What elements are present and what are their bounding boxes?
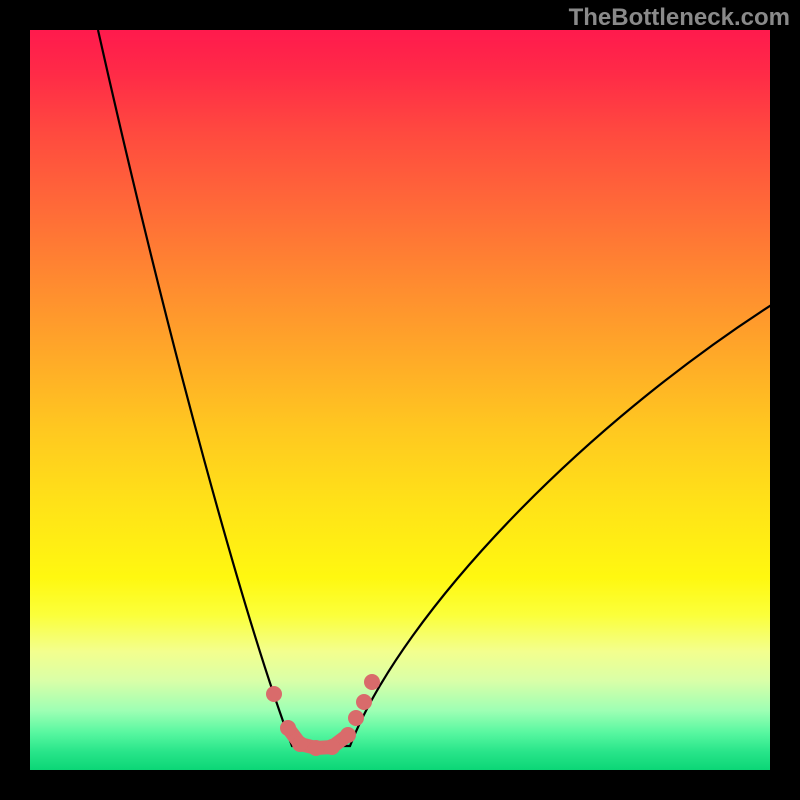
marker-dot bbox=[292, 736, 308, 752]
marker-dot bbox=[324, 739, 340, 755]
marker-dot bbox=[308, 740, 324, 756]
marker-dot bbox=[356, 694, 372, 710]
marker-dot bbox=[348, 710, 364, 726]
marker-dot bbox=[364, 674, 380, 690]
chart-svg bbox=[0, 0, 800, 800]
marker-dot bbox=[266, 686, 282, 702]
stage: TheBottleneck.com bbox=[0, 0, 800, 800]
marker-dot bbox=[280, 720, 296, 736]
marker-dot bbox=[340, 727, 356, 743]
watermark-text: TheBottleneck.com bbox=[569, 4, 790, 32]
plot-background bbox=[30, 30, 770, 770]
